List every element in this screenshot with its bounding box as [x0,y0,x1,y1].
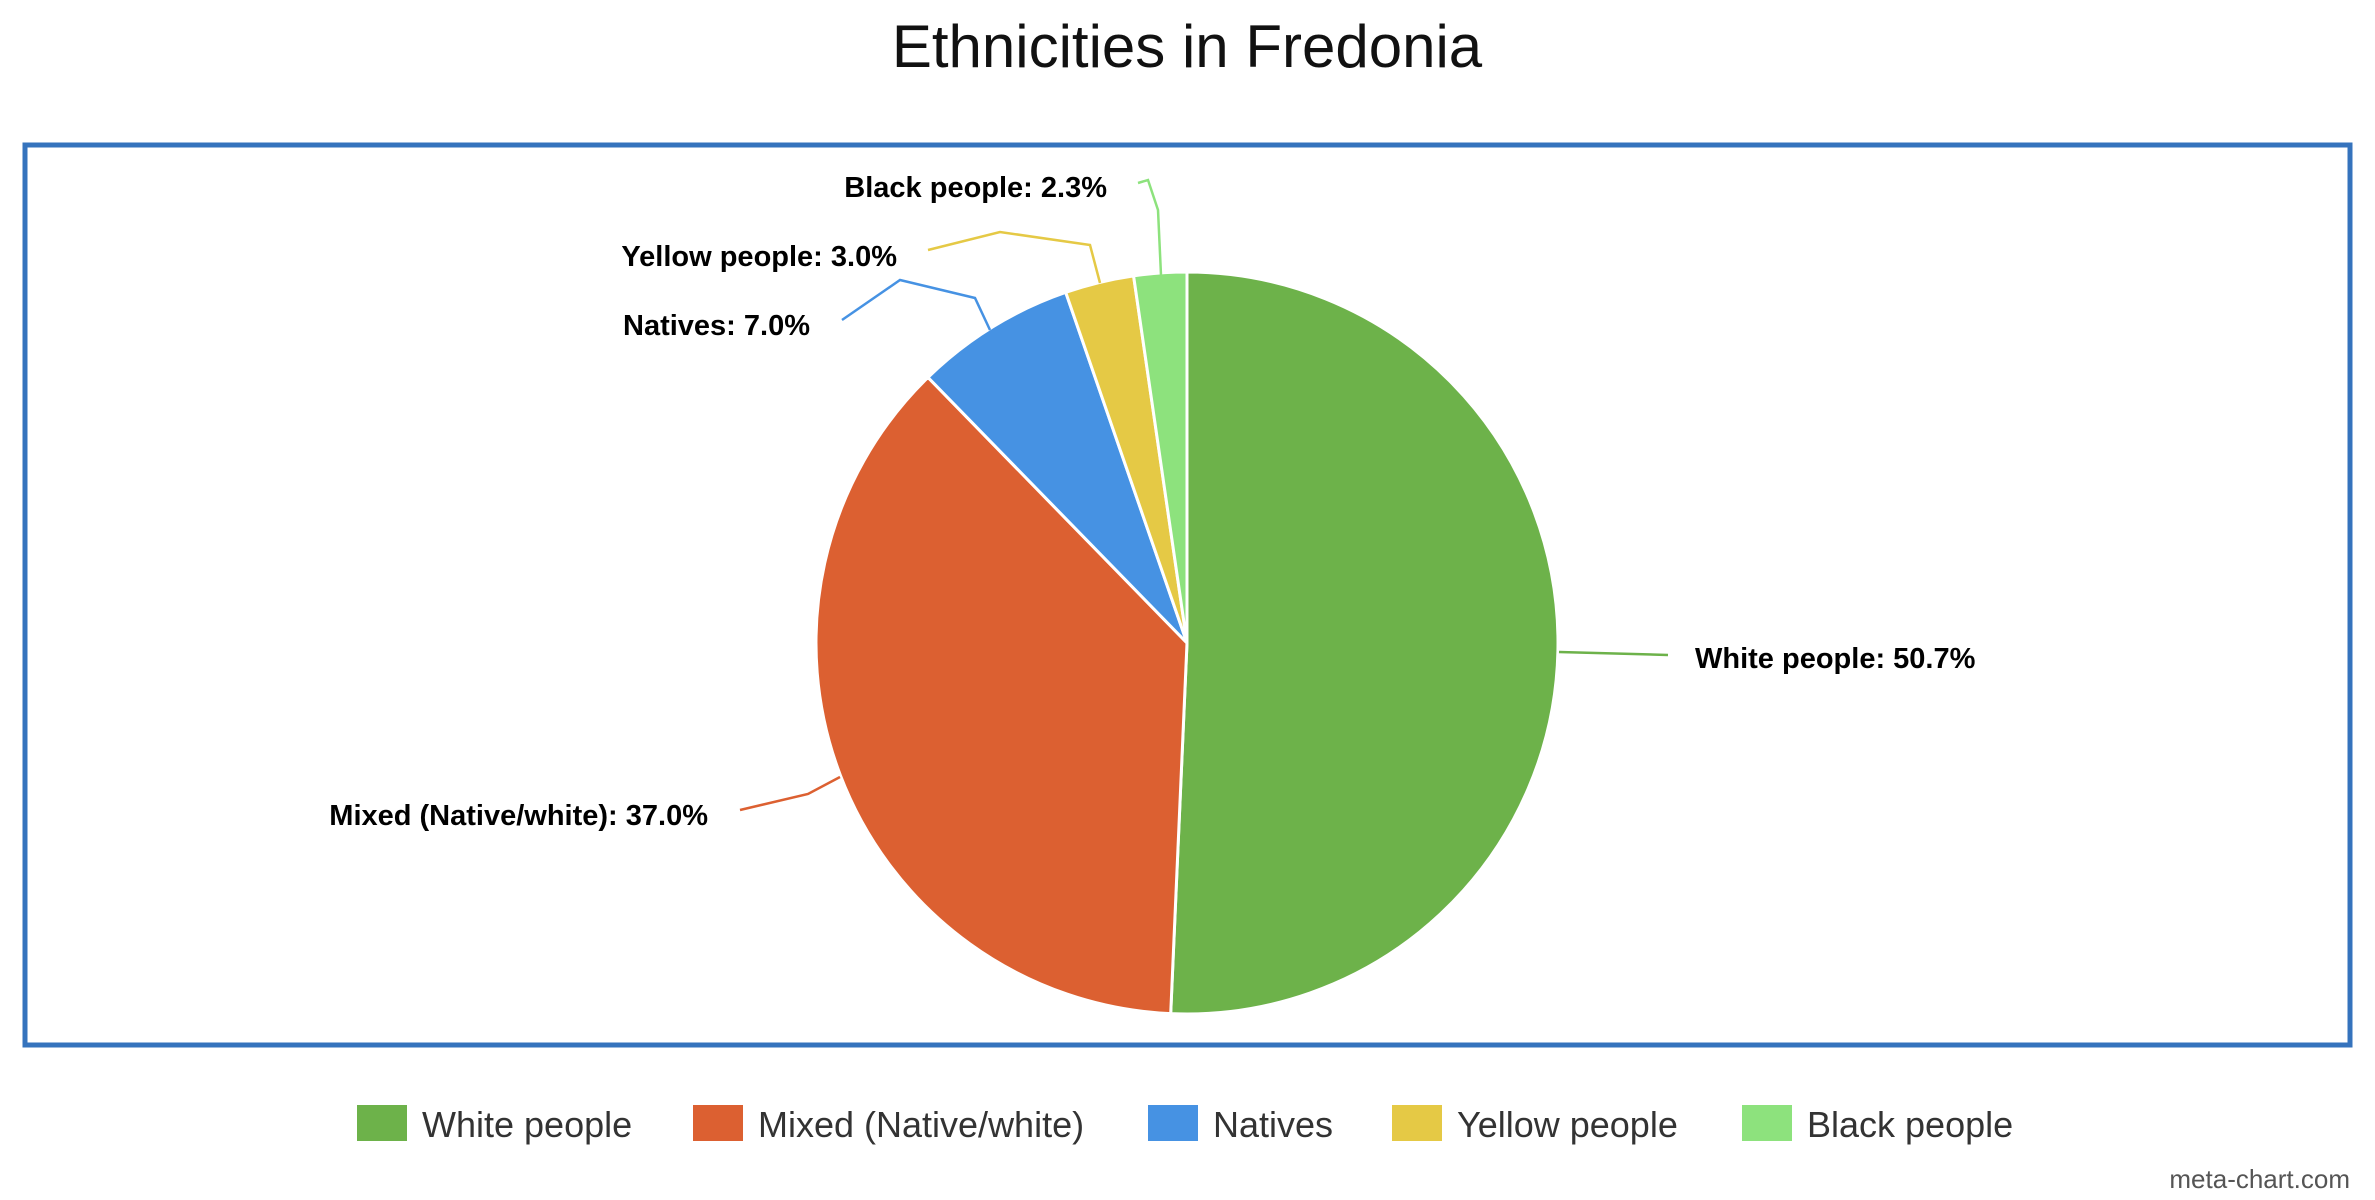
leader-line-1 [1558,650,1669,657]
pie-slices [814,270,1560,1016]
chart-title: Ethnicities in Fredonia [892,13,1483,80]
pie-slice-2 [814,375,1189,1016]
legend-label-3: Natives [1213,1104,1333,1145]
legend-swatch-3 [1148,1105,1198,1141]
pie-slice-3 [925,290,1189,645]
legend-label-4: Yellow people [1457,1104,1678,1145]
slice-labels: White people: 50.7% Mixed (Native/white):… [329,172,1975,832]
legend-label-5: Black people [1807,1104,2013,1145]
slice-label-5: Black people: 2.3% [844,172,1107,204]
legend-swatch-2 [693,1105,743,1141]
credit-text: meta-chart.com [2169,1164,2350,1194]
leader-line-5 [1137,178,1163,276]
slice-label-1: White people: 50.7% [1695,643,1976,675]
legend-swatch-4 [1392,1105,1442,1141]
leader-line-4 [927,230,1102,284]
plot-frame [22,142,2353,1048]
legend-label-2: Mixed (Native/white) [758,1104,1084,1145]
pie-slice-1 [1169,270,1560,1016]
leader-line-2 [739,775,841,812]
slice-label-2: Mixed (Native/white): 37.0% [329,800,708,832]
slice-label-4: Yellow people: 3.0% [621,241,897,273]
legend-label-1: White people [422,1104,632,1145]
slice-label-3: Natives: 7.0% [623,310,810,342]
leader-lines [739,178,1669,812]
legend-swatch-5 [1742,1105,1792,1141]
legend: White people Mixed (Native/white) Natives Y… [357,1104,2013,1145]
legend-swatch-1 [357,1105,407,1141]
leader-line-3 [841,278,992,331]
